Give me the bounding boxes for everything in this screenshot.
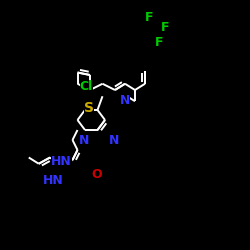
Text: S: S bbox=[84, 100, 94, 114]
Text: F: F bbox=[144, 11, 153, 24]
Text: F: F bbox=[161, 21, 169, 34]
Text: O: O bbox=[91, 168, 102, 181]
Text: Cl: Cl bbox=[80, 80, 93, 93]
Text: HN: HN bbox=[44, 174, 64, 186]
Text: N: N bbox=[108, 134, 119, 146]
Text: N: N bbox=[78, 134, 89, 146]
Text: HN: HN bbox=[51, 155, 72, 168]
Text: N: N bbox=[120, 94, 130, 106]
Text: F: F bbox=[154, 36, 163, 49]
